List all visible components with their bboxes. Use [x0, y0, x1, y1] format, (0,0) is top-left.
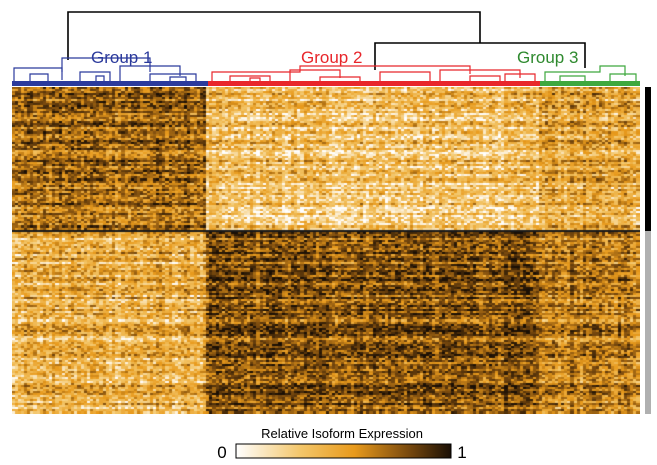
group1-bar — [12, 81, 208, 86]
group3-bar — [540, 81, 640, 86]
row-cluster-bar-1 — [645, 87, 651, 231]
group2-label: Group 2 — [301, 48, 362, 67]
group1-label: Group 1 — [91, 48, 152, 67]
colorbar-max-label: 1 — [457, 443, 466, 462]
colorbar — [235, 443, 452, 459]
group2-bar — [208, 81, 540, 86]
row-cluster-bar-2 — [645, 231, 651, 414]
heatmap-matrix — [12, 87, 640, 414]
group3-subtree — [544, 65, 637, 82]
group2-subtree — [211, 65, 536, 82]
group3-label: Group 3 — [517, 48, 578, 67]
colorbar-min-label: 0 — [217, 443, 226, 462]
column-dendrogram — [67, 11, 586, 70]
group1-subtree — [13, 57, 197, 82]
colorbar-title: Relative Isoform Expression — [261, 426, 423, 441]
